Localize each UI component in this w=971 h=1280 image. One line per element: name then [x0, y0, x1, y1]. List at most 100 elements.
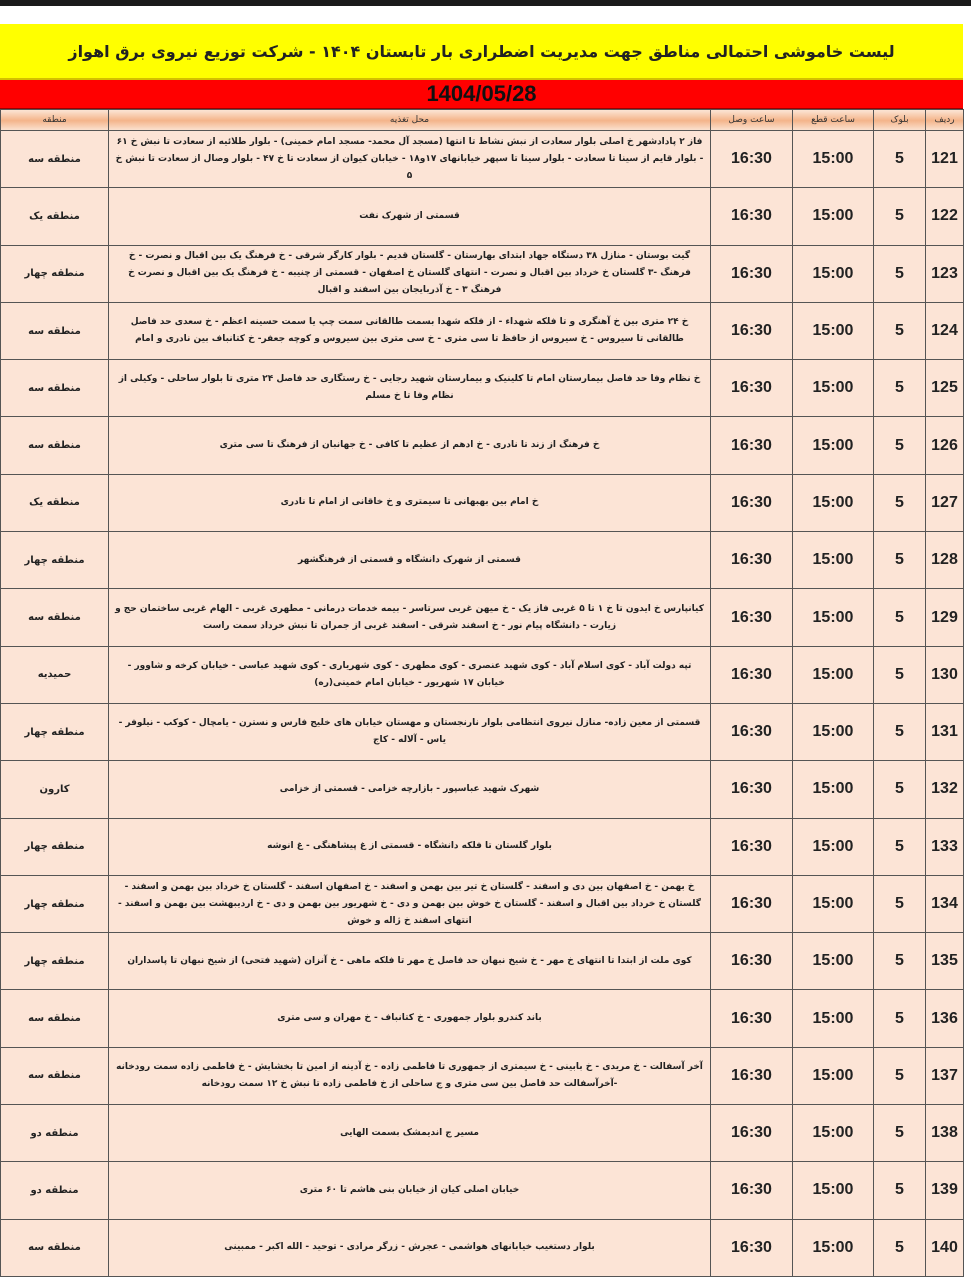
cell-reconnect: 16:30	[710, 1218, 793, 1277]
cell-region: منطقه دو	[0, 1161, 109, 1220]
cell-block: 5	[873, 588, 926, 647]
cell-reconnect: 16:30	[710, 588, 793, 647]
cell-row: 132	[925, 760, 964, 819]
cell-region: منطقه سه	[0, 1046, 109, 1106]
cell-region: منطقه چهار	[0, 874, 109, 934]
cell-row: 121	[925, 129, 964, 189]
table-row: 136 5 15:00 16:30 باند کندرو بلوار جمهوری - …	[0, 989, 964, 1048]
cell-row: 123	[925, 244, 964, 303]
cell-cut: 15:00	[792, 702, 874, 762]
cell-row: 133	[925, 817, 964, 876]
cell-row: 125	[925, 359, 964, 418]
cell-reconnect: 16:30	[710, 359, 793, 418]
cell-cut: 15:00	[792, 473, 874, 533]
cell-block: 5	[873, 874, 926, 934]
cell-region: منطقه چهار	[0, 244, 109, 303]
cell-row: 127	[925, 473, 964, 533]
cell-cut: 15:00	[792, 645, 874, 704]
header-reconnect: ساعت وصل	[710, 109, 793, 131]
cell-cut: 15:00	[792, 874, 874, 934]
cell-cut: 15:00	[792, 187, 874, 246]
cell-location: خ فرهنگ از زند تا نادری - خ ادهم از عظیم…	[108, 416, 711, 475]
cell-reconnect: 16:30	[710, 301, 793, 361]
cell-block: 5	[873, 244, 926, 303]
table-row: 138 5 15:00 16:30 مسیر ج اندیمشک بسمت الهایی…	[0, 1104, 964, 1163]
cell-reconnect: 16:30	[710, 1161, 793, 1220]
cell-row: 134	[925, 874, 964, 934]
cell-region: منطقه یک	[0, 187, 109, 246]
cell-location: خ امام بین بهبهانی تا سیمتری و خ خاقانی …	[108, 473, 711, 533]
cell-row: 129	[925, 588, 964, 647]
cell-location: خیابان اصلی کیان از خیابان بنی هاشم تا ۶…	[108, 1161, 711, 1220]
cell-block: 5	[873, 473, 926, 533]
table-row: 131 5 15:00 16:30 قسمتی از معین زاده- منازل …	[0, 702, 964, 762]
cell-location: قسمتی از شهرک دانشگاه و قسمتی از فرهنگشه…	[108, 531, 711, 590]
cell-region: منطقه سه	[0, 129, 109, 189]
cell-block: 5	[873, 760, 926, 819]
cell-location: گیت بوستان - منازل ۳۸ دستگاه جهاد ابتدای…	[108, 244, 711, 303]
table-header: ردیف بلوک ساعت قطع ساعت وصل محل تغذیه من…	[0, 109, 964, 131]
cell-block: 5	[873, 645, 926, 704]
cell-row: 140	[925, 1218, 964, 1277]
cell-cut: 15:00	[792, 1218, 874, 1277]
table-row: 132 5 15:00 16:30 شهرک شهید عباسپور - بازارچ…	[0, 760, 964, 819]
cell-location: فاز ۲ پادادشهر خ اصلی بلوار سعادت از نبش…	[108, 129, 711, 189]
top-bar	[0, 0, 971, 6]
cell-location: آخر آسفالت - خ مریدی - خ بابینی - خ سیمت…	[108, 1046, 711, 1106]
table-row: 135 5 15:00 16:30 کوی ملت از ابتدا تا انتهای…	[0, 932, 964, 991]
cell-reconnect: 16:30	[710, 932, 793, 991]
cell-row: 131	[925, 702, 964, 762]
cell-block: 5	[873, 932, 926, 991]
cell-block: 5	[873, 301, 926, 361]
cell-reconnect: 16:30	[710, 760, 793, 819]
table-row: 130 5 15:00 16:30 تپه دولت آباد - کوی اسلام …	[0, 645, 964, 704]
cell-region: منطقه سه	[0, 1218, 109, 1277]
cell-reconnect: 16:30	[710, 416, 793, 475]
cell-region: منطقه سه	[0, 989, 109, 1048]
cell-cut: 15:00	[792, 129, 874, 189]
date-banner: 1404/05/28	[0, 80, 963, 109]
cell-region: حمیدیه	[0, 645, 109, 704]
cell-cut: 15:00	[792, 989, 874, 1048]
cell-reconnect: 16:30	[710, 129, 793, 189]
cell-region: منطقه سه	[0, 416, 109, 475]
cell-cut: 15:00	[792, 244, 874, 303]
table-row: 122 5 15:00 16:30 قسمتی از شهرک نفت منطقه یک	[0, 187, 964, 246]
cell-row: 139	[925, 1161, 964, 1220]
cell-reconnect: 16:30	[710, 874, 793, 934]
table-row: 139 5 15:00 16:30 خیابان اصلی کیان از خیابان…	[0, 1161, 964, 1220]
cell-cut: 15:00	[792, 817, 874, 876]
cell-reconnect: 16:30	[710, 989, 793, 1048]
cell-cut: 15:00	[792, 760, 874, 819]
table-row: 140 5 15:00 16:30 بلوار دستغیب خیابانهای هوا…	[0, 1218, 964, 1277]
table-row: 134 5 15:00 16:30 خ بهمن - خ اصفهان بین دی و…	[0, 874, 964, 934]
cell-region: کارون	[0, 760, 109, 819]
cell-block: 5	[873, 416, 926, 475]
header-block: بلوک	[873, 109, 926, 131]
cell-location: کیانپارس خ ایدون تا خ ۱ تا ۵ غربی فاز یک…	[108, 588, 711, 647]
cell-block: 5	[873, 1218, 926, 1277]
outage-table: ردیف بلوک ساعت قطع ساعت وصل محل تغذیه من…	[0, 109, 964, 1277]
cell-region: منطقه دو	[0, 1104, 109, 1163]
cell-block: 5	[873, 1161, 926, 1220]
cell-row: 135	[925, 932, 964, 991]
cell-row: 122	[925, 187, 964, 246]
cell-region: منطقه چهار	[0, 702, 109, 762]
table-row: 124 5 15:00 16:30 خ ۲۴ متری بین خ آهنگری و ت…	[0, 301, 964, 361]
cell-reconnect: 16:30	[710, 645, 793, 704]
table-row: 123 5 15:00 16:30 گیت بوستان - منازل ۳۸ دستگ…	[0, 244, 964, 303]
cell-location: شهرک شهید عباسپور - بازارچه خزامی - قسمت…	[108, 760, 711, 819]
cell-cut: 15:00	[792, 1161, 874, 1220]
cell-reconnect: 16:30	[710, 531, 793, 590]
cell-reconnect: 16:30	[710, 187, 793, 246]
cell-row: 138	[925, 1104, 964, 1163]
cell-cut: 15:00	[792, 588, 874, 647]
cell-cut: 15:00	[792, 1104, 874, 1163]
table-row: 125 5 15:00 16:30 خ نظام وفا حد فاصل بیمارست…	[0, 359, 964, 418]
cell-reconnect: 16:30	[710, 817, 793, 876]
table-row: 126 5 15:00 16:30 خ فرهنگ از زند تا نادری - …	[0, 416, 964, 475]
cell-reconnect: 16:30	[710, 1046, 793, 1106]
cell-row: 137	[925, 1046, 964, 1106]
cell-block: 5	[873, 1046, 926, 1106]
cell-region: منطقه چهار	[0, 531, 109, 590]
